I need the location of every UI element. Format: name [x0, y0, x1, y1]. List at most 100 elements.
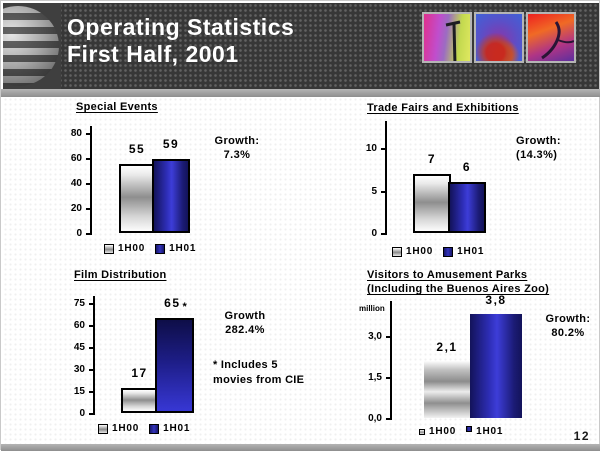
- legend-film-distribution: 1H00 1H01: [98, 424, 200, 434]
- legend-label-1h00: 1H00: [112, 423, 140, 434]
- legend-swatch-1h01: [155, 244, 166, 254]
- y-tick-label-visitors: 0,0: [368, 413, 382, 424]
- slide-title-line2: First Half, 2001: [67, 41, 239, 67]
- y-tick-label-trade-fairs: 5: [371, 185, 377, 197]
- y-tick-trade-fairs: [381, 148, 386, 150]
- footnote-line: * Includes 5: [213, 359, 278, 371]
- y-axis-trade-fairs: [385, 121, 387, 235]
- value-label-trade-fairs: 7: [427, 151, 437, 166]
- y-tick-visitors: [386, 377, 391, 380]
- chart-title-trade-fairs: Trade Fairs and Exhibitions: [367, 102, 519, 114]
- growth-line: Growth: [224, 310, 266, 322]
- y-tick-label-special-events: 0: [76, 228, 82, 239]
- y-axis-special-events: [90, 126, 92, 235]
- y-tick-visitors: [386, 418, 391, 420]
- y-tick-label-film-distribution: 45: [73, 341, 85, 353]
- value-label-trade-fairs: 6: [462, 160, 472, 174]
- y-tick-film-distribution: [89, 390, 94, 393]
- art-thumbnail-flowers-icon: [474, 12, 524, 63]
- y-tick-label-visitors: 1,5: [368, 372, 382, 384]
- pole-graphic: [445, 20, 461, 61]
- film-distribution-footnote: * Includes 5 movies from CIE: [213, 358, 304, 388]
- slide-header: Operating Statistics First Half, 2001: [3, 3, 599, 89]
- growth-line: 282.4%: [225, 324, 265, 336]
- chart-title-visitors: Visitors to Amusement Parks (Including t…: [367, 268, 549, 296]
- legend-label-1h01: 1H01: [163, 423, 191, 434]
- y-tick-film-distribution: [89, 302, 94, 305]
- legend-swatch-1h00: [392, 247, 402, 257]
- value-label-special-events: 55: [128, 142, 146, 157]
- legend-label-1h00: 1H00: [406, 246, 434, 257]
- y-tick-trade-fairs: [381, 233, 386, 235]
- y-tick-film-distribution: [89, 346, 94, 349]
- y-tick-label-film-distribution: 60: [73, 319, 85, 331]
- y-axis-visitors: [390, 301, 392, 420]
- y-tick-label-film-distribution: 75: [73, 297, 85, 309]
- growth-line: Growth:: [545, 313, 591, 325]
- bar-1h00-trade-fairs: [413, 173, 451, 233]
- value-label-visitors: 2,1: [436, 339, 458, 354]
- growth-film-distribution: Growth 282.4%: [213, 309, 277, 337]
- bar-1h00-special-events: [119, 164, 155, 233]
- legend-swatch-1h00: [104, 244, 114, 254]
- y-tick-film-distribution: [89, 324, 94, 327]
- bar-1h01-film-distribution: [155, 317, 194, 413]
- y-tick-label-special-events: 20: [70, 203, 82, 214]
- y-tick-visitors: [386, 336, 391, 339]
- growth-trade-fairs: Growth: (14.3%): [516, 134, 561, 162]
- y-tick-film-distribution: [89, 368, 94, 371]
- y-tick-special-events: [86, 208, 91, 210]
- footnote-line: movies from CIE: [213, 374, 305, 386]
- y-tick-label-trade-fairs: 0: [371, 228, 377, 239]
- legend-label-1h00: 1H00: [118, 243, 146, 254]
- legend-label-1h01: 1H01: [457, 246, 485, 257]
- y-tick-label-special-events: 60: [70, 153, 82, 164]
- growth-visitors: Growth: 80.2%: [539, 312, 597, 340]
- legend-swatch-1h01: [443, 247, 454, 257]
- visitors-y-axis-unit-label: million: [359, 304, 385, 313]
- y-axis-film-distribution: [93, 296, 95, 415]
- bar-1h01-trade-fairs: [448, 182, 486, 233]
- legend-label-1h01: 1H01: [169, 243, 197, 254]
- growth-line: Growth:: [516, 135, 561, 147]
- y-tick-special-events: [86, 133, 91, 135]
- growth-special-events: Growth: 7.3%: [207, 134, 267, 162]
- growth-line: Growth:: [214, 135, 260, 147]
- legend-label-1h01: 1H01: [476, 426, 504, 437]
- y-tick-special-events: [86, 233, 91, 235]
- legend-swatch-1h01: [466, 426, 473, 432]
- chart-title-visitors-line2: (Including the Buenos Aires Zoo): [367, 283, 550, 295]
- y-tick-label-film-distribution: 15: [73, 385, 85, 397]
- legend-trade-fairs: 1H00 1H01: [392, 247, 494, 257]
- art-thumbnail-dancer-icon: [526, 12, 576, 63]
- y-tick-label-special-events: 80: [70, 128, 82, 139]
- chart-title-special-events: Special Events: [76, 101, 158, 113]
- y-tick-film-distribution: [89, 413, 94, 415]
- footer-stripe: [1, 444, 600, 451]
- page-number: 12: [573, 429, 590, 443]
- slide-title: Operating Statistics First Half, 2001: [67, 14, 294, 68]
- growth-line: 7.3%: [223, 149, 251, 161]
- y-tick-special-events: [86, 183, 91, 185]
- y-tick-label-trade-fairs: 10: [365, 143, 377, 154]
- slide-title-line1: Operating Statistics: [67, 14, 295, 40]
- growth-line: 80.2%: [551, 327, 585, 339]
- legend-swatch-1h00: [98, 424, 108, 434]
- globe-icon: [3, 6, 59, 86]
- legend-special-events: 1H00 1H01: [104, 244, 206, 254]
- value-label-special-events: 59: [162, 137, 180, 152]
- y-tick-label-film-distribution: 30: [73, 363, 85, 375]
- asterisk-marker: *: [182, 300, 187, 313]
- legend-swatch-1h00: [419, 429, 425, 435]
- value-label-film-distribution: 17: [131, 366, 148, 381]
- bar-1h00-film-distribution: [121, 388, 158, 413]
- dancer-graphic: [541, 21, 574, 60]
- legend-visitors: 1H00 1H01: [419, 426, 513, 437]
- growth-line: (14.3%): [516, 149, 558, 161]
- y-tick-label-visitors: 3,0: [368, 331, 382, 343]
- chart-title-film-distribution: Film Distribution: [74, 269, 167, 281]
- chart-title-visitors-line1: Visitors to Amusement Parks: [367, 269, 528, 281]
- globe-logo: [3, 3, 61, 89]
- y-tick-trade-fairs: [381, 190, 386, 193]
